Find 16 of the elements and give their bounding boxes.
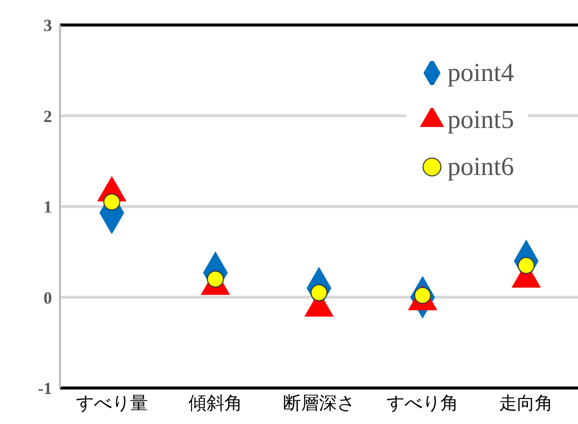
x-tick-label: すべり量 [76,392,148,414]
point [518,257,535,274]
point [103,194,120,210]
legend-label: point6 [448,151,514,183]
legend-label: point5 [448,104,514,136]
y-tick-label: 2 [44,106,52,126]
x-tick-label: すべり角 [386,392,459,414]
y-tick-label: 0 [44,288,52,308]
x-tick-label: 断層深さ [283,392,355,414]
y-tick-label: 1 [44,198,52,217]
point [310,284,328,302]
y-tick-label: 3 [44,16,52,36]
x-tick-label: 走向角 [499,392,554,414]
y-tick-label: -1 [38,379,52,398]
x-tick-label: 傾斜角 [188,392,242,414]
legend-label: point4 [448,57,514,89]
